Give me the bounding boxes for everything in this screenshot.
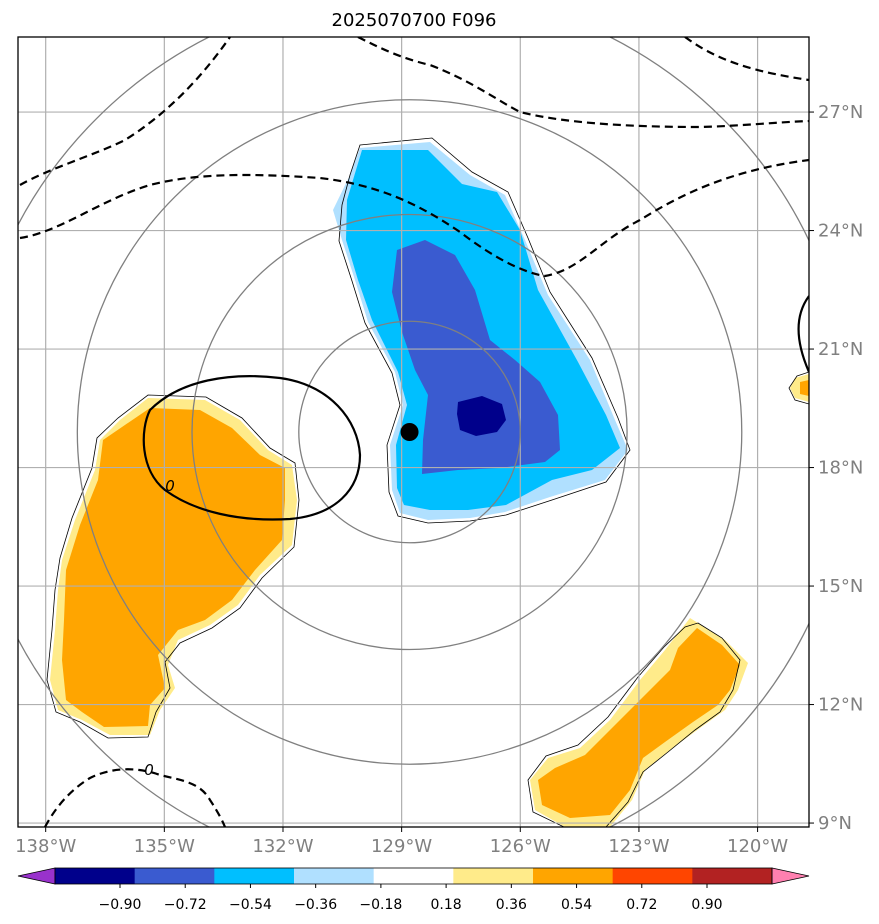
x-tick-label-1: 135°W [134, 836, 195, 857]
colorbar-tick-label-8: 0.72 [626, 897, 657, 913]
y-tick-label-4: 21°N [818, 339, 863, 360]
thin-contours [46, 137, 809, 827]
colorbar-bin-6 [533, 868, 614, 884]
colorbar: −0.90 −0.72 −0.54 −0.36 −0.18 0.18 0.36 0.54 0.7… [17, 867, 810, 913]
colorbar-extend-high [771, 867, 810, 885]
zero-contour-east [797, 295, 809, 373]
zero-contour-closed [142, 375, 362, 521]
colorbar-bin-8 [692, 868, 773, 884]
y-tick-label-0: 9°N [818, 813, 852, 834]
contour-label-closed: 0 [165, 477, 175, 495]
x-tick-label-6: 120°W [727, 836, 788, 857]
y-axis-ticks: 9°N 12°N 15°N 18°N 21°N 24°N 27°N [809, 102, 863, 834]
colorbar-frame [54, 867, 773, 885]
colorbar-bin-5 [453, 868, 534, 884]
chart-title: 2025070700 F096 [332, 10, 497, 31]
colorbar-tick-label-1: −0.72 [164, 897, 207, 913]
range-ring-1 [191, 213, 628, 651]
colorbar-tick-label-3: −0.36 [294, 897, 337, 913]
x-tick-label-0: 138°W [15, 836, 76, 857]
contour-label-south: 0 [144, 761, 154, 779]
y-tick-label-1: 12°N [818, 695, 863, 716]
shade-neg-max [457, 396, 506, 436]
range-rings [18, 37, 809, 827]
colorbar-tick-label-5: 0.18 [431, 897, 462, 913]
colorbar-tick-label-2: −0.54 [229, 897, 272, 913]
colorbar-bin-3 [294, 868, 375, 884]
x-tick-label-5: 123°W [608, 836, 669, 857]
colorbar-bin-0 [55, 868, 136, 884]
map-frame [17, 36, 810, 828]
y-tick-label-2: 15°N [818, 576, 863, 597]
shade-pos-west [62, 408, 285, 727]
colorbar-tick-label-4: −0.18 [359, 897, 402, 913]
x-tick-label-3: 129°W [371, 836, 432, 857]
x-axis-ticks: 138°W 135°W 132°W 129°W 126°W 123°W 120°W [15, 827, 788, 857]
y-tick-label-5: 24°N [818, 221, 863, 242]
shade-neg-strong [392, 240, 560, 474]
y-tick-label-6: 27°N [818, 102, 863, 123]
colorbar-extend-low [17, 867, 56, 885]
shade-pos-east [790, 374, 809, 402]
x-tick-label-2: 132°W [252, 836, 313, 857]
range-ring-0 [298, 320, 521, 544]
colorbar-tick-label-7: 0.54 [561, 897, 592, 913]
shade-pos-east-core [800, 380, 809, 396]
map-area: 0 0 [18, 37, 809, 827]
zero-contours [142, 295, 809, 521]
colorbar-tick-label-9: 0.90 [691, 897, 722, 913]
y-tick-label-3: 18°N [818, 458, 863, 479]
colorbar-bin-4 [373, 868, 454, 884]
colorbar-tick-label-6: 0.36 [496, 897, 527, 913]
colorbar-bin-2 [214, 868, 295, 884]
dashed-contours [19, 37, 809, 827]
colorbar-bin-7 [612, 868, 693, 884]
range-ring-2 [76, 99, 743, 765]
storm-center-marker [400, 423, 419, 441]
colorbar-bin-1 [134, 868, 215, 884]
colorbar-tick-label-0: −0.90 [99, 897, 142, 913]
x-tick-label-4: 126°W [490, 836, 551, 857]
